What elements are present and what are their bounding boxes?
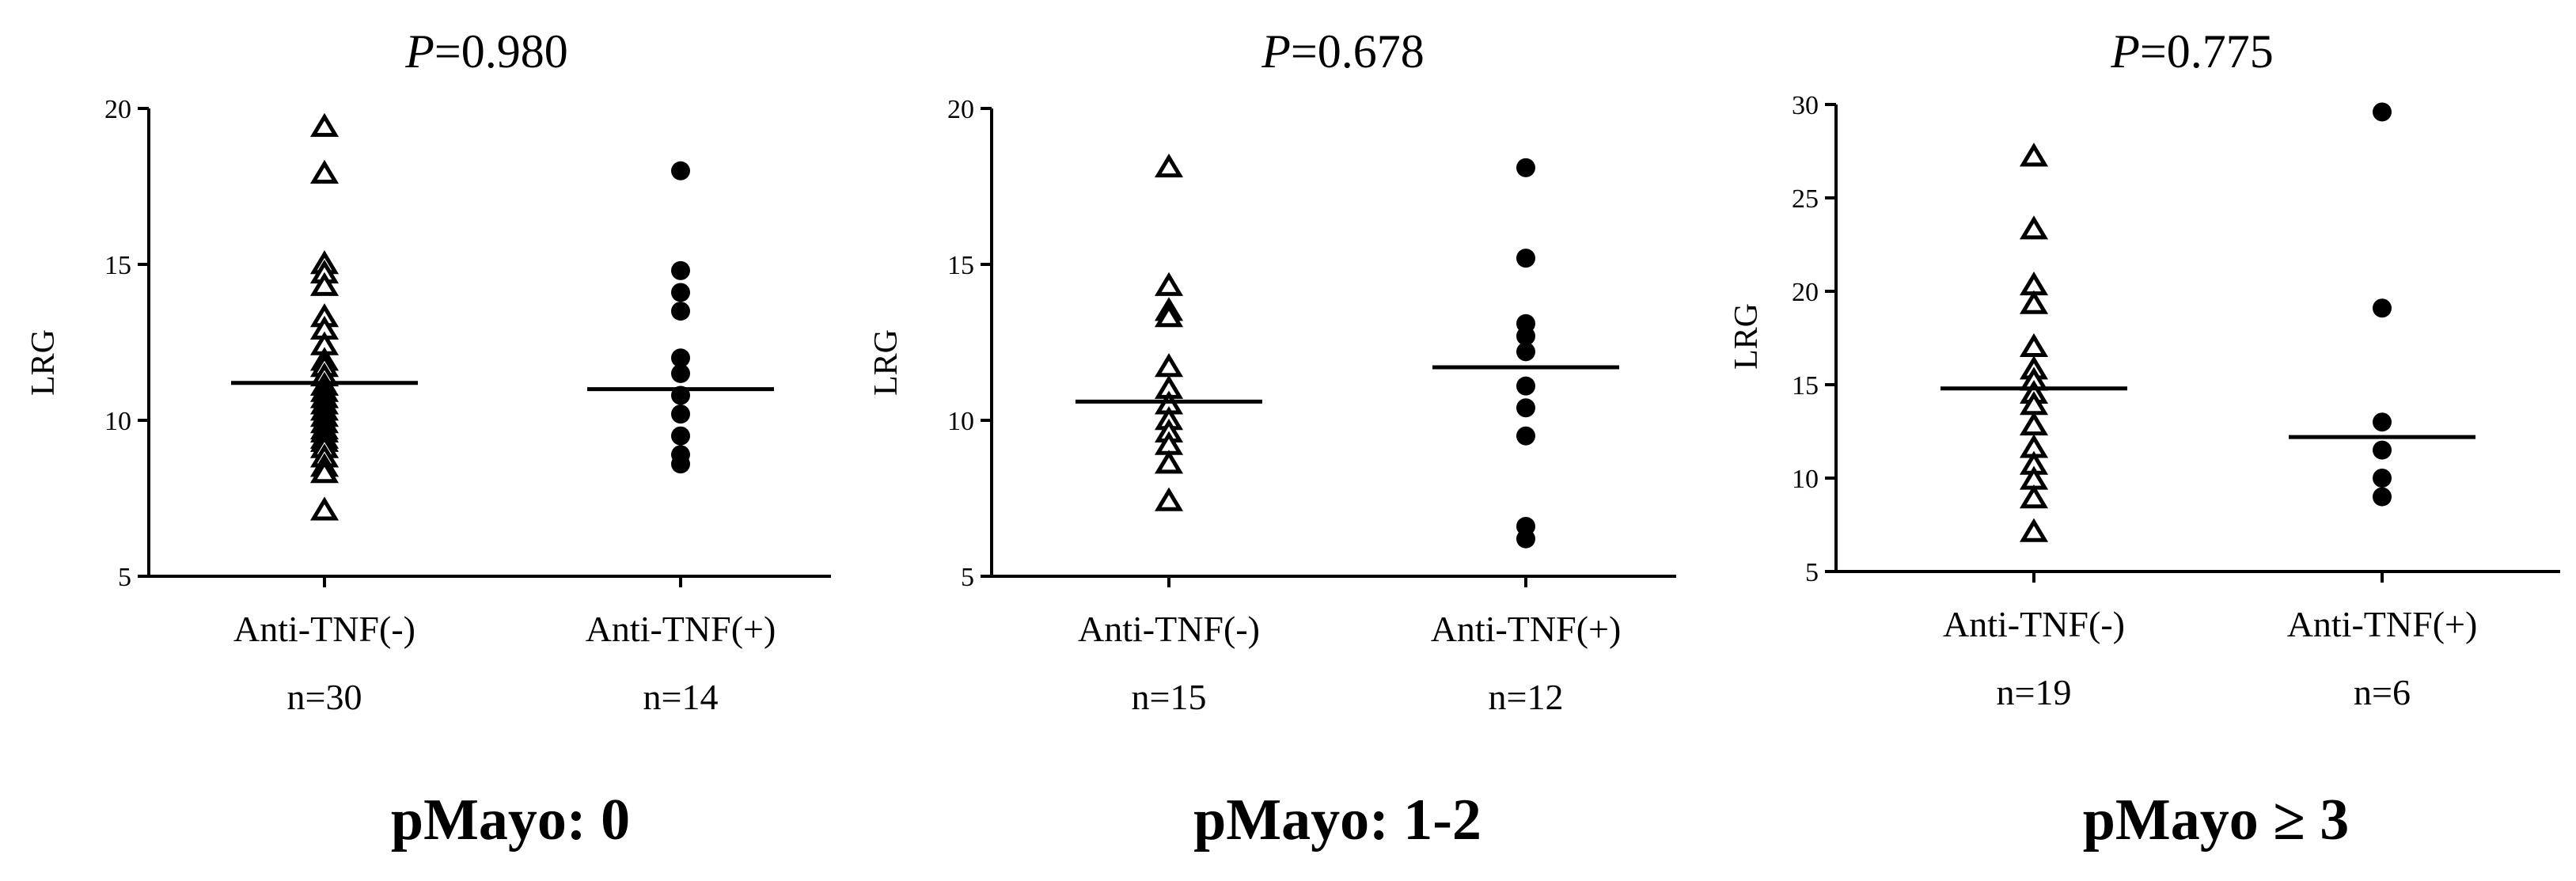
data-point — [671, 302, 690, 321]
y-tick-label: 15 — [104, 251, 131, 280]
y-axis-label: LRG — [1728, 303, 1765, 370]
data-point — [2373, 412, 2392, 432]
data-point — [671, 426, 690, 446]
data-point — [2373, 102, 2392, 122]
p-value-prefix: P — [1261, 25, 1291, 78]
sample-size-label: n=19 — [1997, 672, 2072, 712]
data-point — [671, 260, 690, 280]
data-point — [671, 404, 690, 424]
data-point — [309, 459, 340, 484]
sample-size-label: n=6 — [2354, 672, 2411, 712]
p-value-label: P=0.980 — [404, 25, 568, 78]
series-2 — [587, 161, 774, 474]
y-tick-label: 20 — [104, 95, 131, 124]
data-point — [2373, 298, 2392, 318]
sample-size-label: n=12 — [1489, 677, 1564, 717]
x-tick-label: Anti-TNF(-) — [233, 609, 415, 649]
data-point — [671, 283, 690, 302]
p-value-prefix: P — [404, 25, 434, 78]
x-tick-label: Anti-TNF(-) — [1943, 604, 2125, 644]
y-tick-label: 20 — [1792, 278, 1819, 307]
y-tick-label: 5 — [1805, 558, 1819, 587]
data-point — [1154, 272, 1184, 296]
x-tick-label: Anti-TNF(+) — [1431, 609, 1622, 649]
data-point — [1154, 303, 1184, 328]
y-tick-label: 5 — [118, 563, 131, 592]
data-point — [2373, 440, 2392, 460]
y-tick-label: 10 — [104, 407, 131, 436]
data-point — [309, 112, 340, 137]
panel-title: pMayo ≥ 3 — [2083, 788, 2350, 853]
y-axis-label: LRG — [25, 329, 62, 396]
data-point — [1154, 353, 1184, 378]
p-value-label: P=0.775 — [2110, 25, 2274, 78]
p-value-number: =0.775 — [2140, 25, 2274, 78]
p-value-number: =0.980 — [434, 25, 568, 78]
panel-3: P=0.775 5 10 15 20 25 30 LRG Anti-TNF(-) n=19 Anti… — [1728, 25, 2560, 853]
y-tick-label: 20 — [947, 95, 974, 124]
y-tick-label: 5 — [961, 563, 974, 592]
y-tick-label: 15 — [947, 251, 974, 280]
data-point — [309, 272, 340, 296]
data-point — [1154, 154, 1184, 178]
data-point — [2019, 518, 2049, 542]
data-point — [1516, 326, 1535, 346]
sample-size-label: n=14 — [643, 677, 719, 717]
series-2 — [1432, 158, 1619, 549]
data-point — [1516, 249, 1535, 268]
data-point — [1516, 342, 1535, 362]
y-tick-label: 25 — [1792, 184, 1819, 214]
data-point — [309, 496, 340, 521]
data-point — [671, 161, 690, 180]
x-tick-label: Anti-TNF(+) — [586, 609, 776, 649]
data-point — [671, 363, 690, 383]
data-point — [1516, 529, 1535, 549]
data-point — [309, 159, 340, 184]
data-point — [2019, 215, 2049, 240]
data-point — [2373, 487, 2392, 507]
data-point — [671, 454, 690, 474]
series-1 — [1941, 142, 2127, 542]
sample-size-label: n=30 — [287, 677, 362, 717]
data-point — [2019, 290, 2049, 314]
y-tick-label: 10 — [947, 407, 974, 436]
data-point — [1516, 376, 1535, 396]
panel-1: P=0.980 5 10 15 20 LRG Anti-TNF(-) n=30 Anti-TNF… — [25, 25, 831, 853]
x-tick-label: Anti-TNF(+) — [2287, 604, 2478, 644]
panel-title: pMayo: 1-2 — [1193, 788, 1481, 853]
sample-size-label: n=15 — [1132, 677, 1207, 717]
panel-2: P=0.678 5 10 15 20 LRG Anti-TNF(-) n=15 Anti-TNF… — [868, 25, 1676, 853]
data-point — [2019, 332, 2049, 358]
series-2 — [2289, 102, 2475, 507]
data-point — [2373, 469, 2392, 488]
data-point — [671, 348, 690, 368]
p-value-number: =0.678 — [1291, 25, 1425, 78]
x-tick-label: Anti-TNF(-) — [1078, 609, 1260, 649]
panel-title: pMayo: 0 — [391, 788, 630, 853]
y-tick-label: 10 — [1792, 465, 1819, 494]
data-point — [1516, 398, 1535, 418]
data-point — [2019, 412, 2049, 436]
data-point — [2019, 142, 2049, 167]
y-tick-label: 30 — [1792, 91, 1819, 120]
data-point — [1516, 158, 1535, 177]
data-point — [1154, 487, 1184, 511]
data-point — [2019, 484, 2049, 509]
data-point — [1516, 426, 1535, 446]
series-1 — [231, 112, 418, 521]
y-tick-label: 15 — [1792, 371, 1819, 401]
y-axis-label: LRG — [868, 329, 905, 396]
p-value-prefix: P — [2110, 25, 2140, 78]
data-point — [1154, 450, 1184, 474]
p-value-label: P=0.678 — [1261, 25, 1425, 78]
series-1 — [1076, 154, 1262, 511]
